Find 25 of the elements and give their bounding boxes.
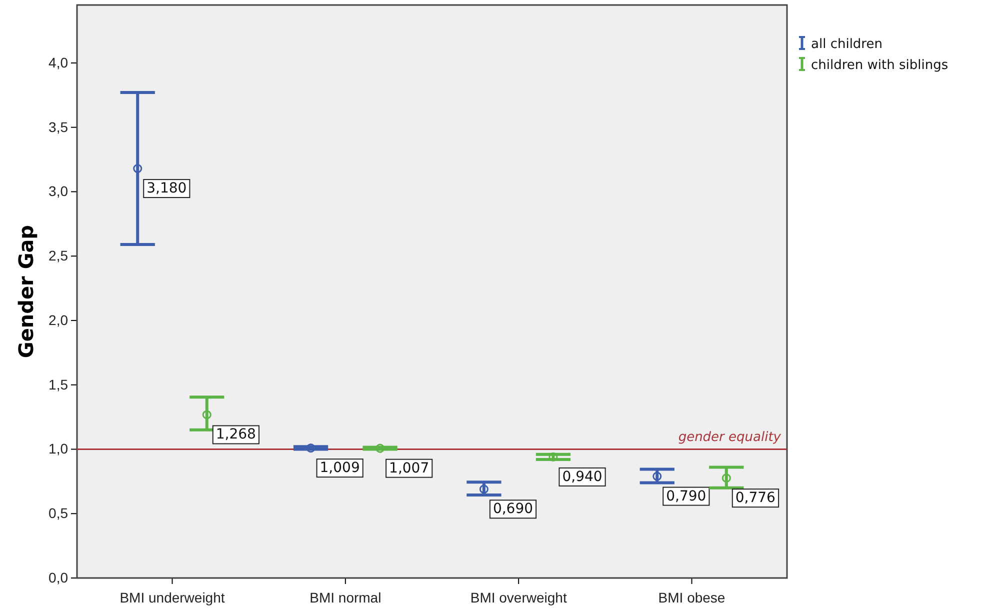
data-label: 0,690 bbox=[492, 501, 534, 518]
x-tick-label: BMI obese bbox=[658, 589, 726, 606]
data-label: 0,776 bbox=[735, 490, 776, 506]
x-tick-label: BMI normal bbox=[310, 589, 382, 606]
data-label: 3,180 bbox=[146, 180, 187, 197]
data-label: 1,268 bbox=[216, 426, 256, 443]
x-tick-label: BMI underweight bbox=[120, 589, 225, 606]
data-label: 1,009 bbox=[320, 460, 360, 476]
data-label: 1,007 bbox=[389, 460, 430, 476]
data-label: 0,940 bbox=[562, 468, 602, 485]
y-tick-label: 1,0 bbox=[48, 440, 68, 457]
y-tick-label: 0,0 bbox=[48, 569, 68, 586]
y-tick-label: 3,0 bbox=[48, 183, 68, 200]
y-tick-label: 2,0 bbox=[48, 312, 68, 328]
ref-line-label: gender equality bbox=[678, 430, 782, 446]
y-tick-label: 0,5 bbox=[48, 505, 68, 522]
legend-label: children with siblings bbox=[811, 58, 948, 73]
y-axis-title: Gender Gap bbox=[14, 224, 38, 358]
data-label: 0,790 bbox=[666, 488, 706, 504]
y-tick-label: 2,5 bbox=[48, 248, 68, 264]
y-tick-label: 1,5 bbox=[48, 376, 68, 392]
y-tick-label: 4,0 bbox=[48, 54, 68, 70]
x-tick-label: BMI overweight bbox=[470, 589, 567, 606]
y-tick-label: 3,5 bbox=[48, 118, 68, 135]
legend-label: all children bbox=[811, 37, 882, 52]
